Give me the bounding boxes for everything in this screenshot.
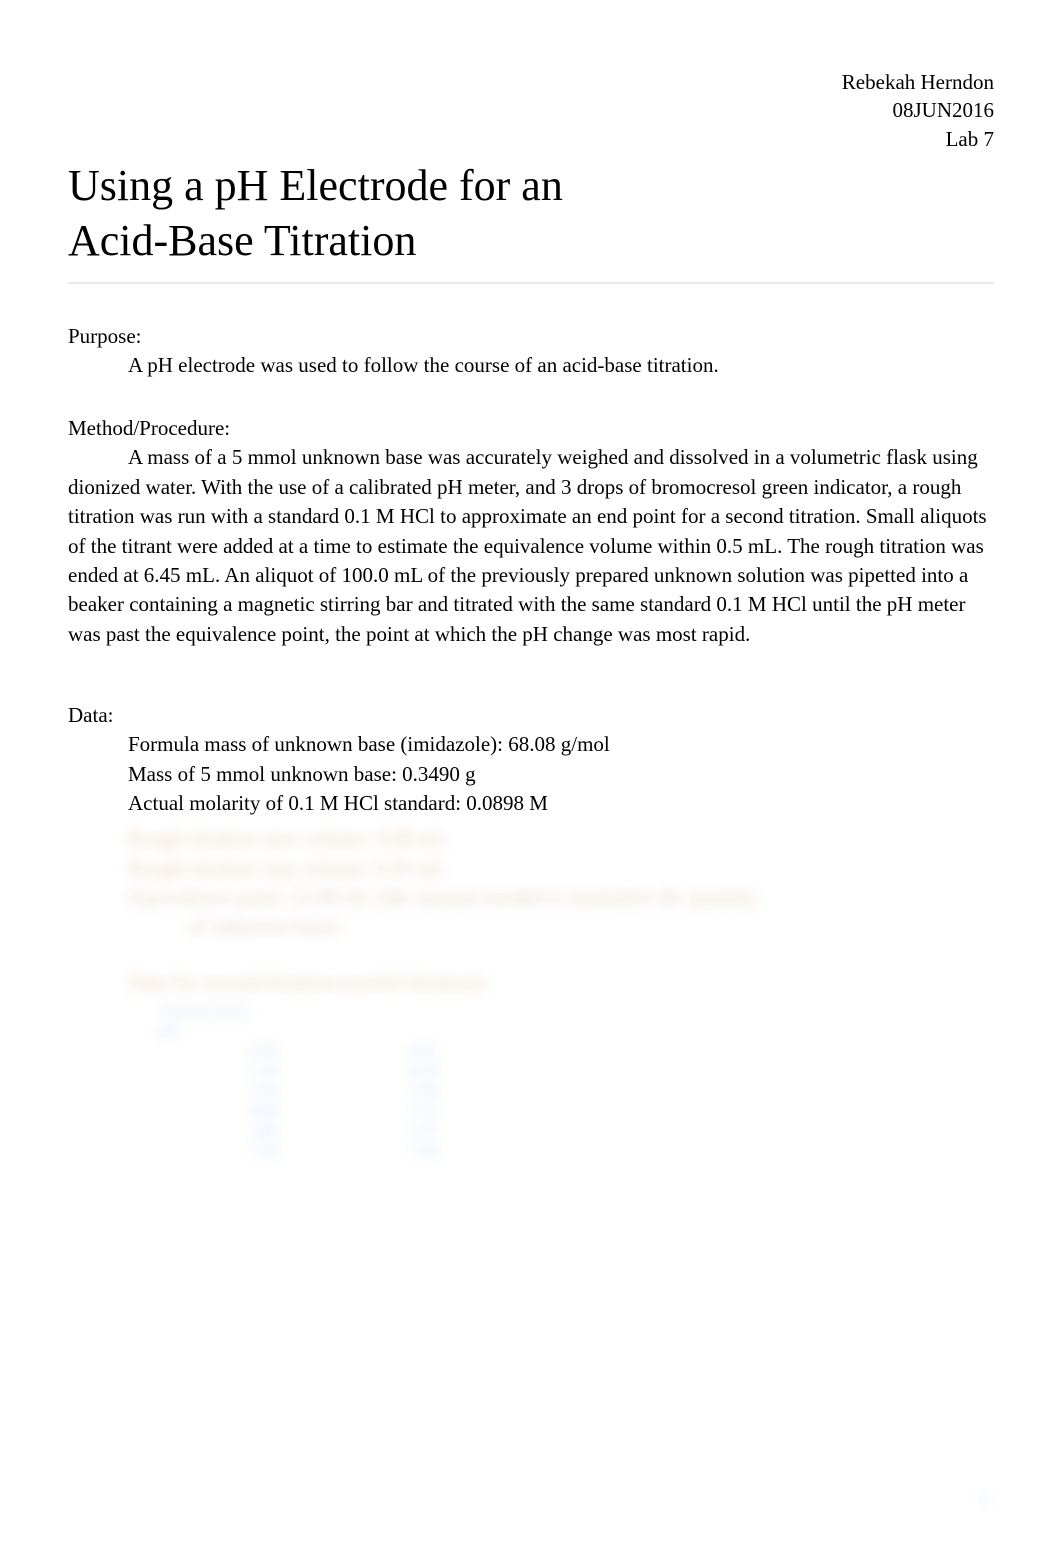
title-line-2: Acid-Base Titration xyxy=(68,216,416,265)
table-cell-volume: 5.80 xyxy=(158,1121,318,1141)
data-block: Formula mass of unknown base (imidazole)… xyxy=(68,730,994,942)
document-date: 08JUN2016 xyxy=(842,96,994,124)
data-line: Mass of 5 mmol unknown base: 0.3490 g xyxy=(128,760,994,789)
table-cell-ph: 7.96 xyxy=(318,1081,438,1101)
page-number: 1 xyxy=(980,1486,991,1511)
table-row: 1.20 8.28 xyxy=(158,1061,994,1081)
purpose-text: A pH electrode was used to follow the co… xyxy=(68,351,994,380)
document-header: Rebekah Herndon 08JUN2016 Lab 7 xyxy=(842,68,994,153)
blurred-content: Rough titration start volume: 0.00 mL Ro… xyxy=(128,824,994,942)
table-cell-ph: 7.47 xyxy=(318,1121,438,1141)
data-line: Actual molarity of 0.1 M HCl standard: 0… xyxy=(128,789,994,818)
blurred-line: Rough titration stop volume: 6.45 mL xyxy=(128,854,994,883)
data-label: Data: xyxy=(68,703,994,728)
blurred-line: Equivalence point: 12.90 mL (the amount … xyxy=(128,883,994,912)
table-cell-ph: 8.28 xyxy=(318,1061,438,1081)
table-cell-volume: 2.40 xyxy=(158,1081,318,1101)
table-row: 2.40 7.96 xyxy=(158,1081,994,1101)
table-row: 5.80 7.47 xyxy=(158,1121,994,1141)
blurred-line-sub: of unknown base) xyxy=(128,912,994,941)
table-cell-volume: 7.00 xyxy=(158,1141,318,1161)
title-divider xyxy=(68,282,994,284)
purpose-label: Purpose: xyxy=(68,324,994,349)
blurred-table: 0.00 8.62 1.20 8.28 2.40 7.96 4.60 7.71 … xyxy=(68,1041,994,1161)
blurred-line: Rough titration start volume: 0.00 mL xyxy=(128,824,994,853)
table-cell-ph: 8.62 xyxy=(318,1041,438,1061)
data-line: Formula mass of unknown base (imidazole)… xyxy=(128,730,994,759)
table-cell-volume: 0.00 xyxy=(158,1041,318,1061)
table-cell-ph: 7.71 xyxy=(318,1101,438,1121)
table-row: 4.60 7.71 xyxy=(158,1101,994,1121)
method-text: A mass of a 5 mmol unknown base was accu… xyxy=(68,443,994,649)
table-cell-volume: 4.60 xyxy=(158,1101,318,1121)
title-line-1: Using a pH Electrode for an xyxy=(68,161,563,210)
table-cell-volume: 1.20 xyxy=(158,1061,318,1081)
lab-number: Lab 7 xyxy=(842,125,994,153)
blurred-table-heading: Data for second titration (careful titra… xyxy=(68,970,994,995)
blurred-table-header: Volume (mL) pH xyxy=(68,1001,994,1041)
table-header-volume: Volume (mL) xyxy=(158,1001,994,1021)
table-cell-ph: 7.06 xyxy=(318,1141,438,1161)
table-header-ph: pH xyxy=(158,1021,994,1041)
author-name: Rebekah Herndon xyxy=(842,68,994,96)
document-title: Using a pH Electrode for an Acid-Base Ti… xyxy=(68,158,994,268)
table-row: 0.00 8.62 xyxy=(158,1041,994,1061)
method-label: Method/Procedure: xyxy=(68,416,994,441)
table-row: 7.00 7.06 xyxy=(158,1141,994,1161)
